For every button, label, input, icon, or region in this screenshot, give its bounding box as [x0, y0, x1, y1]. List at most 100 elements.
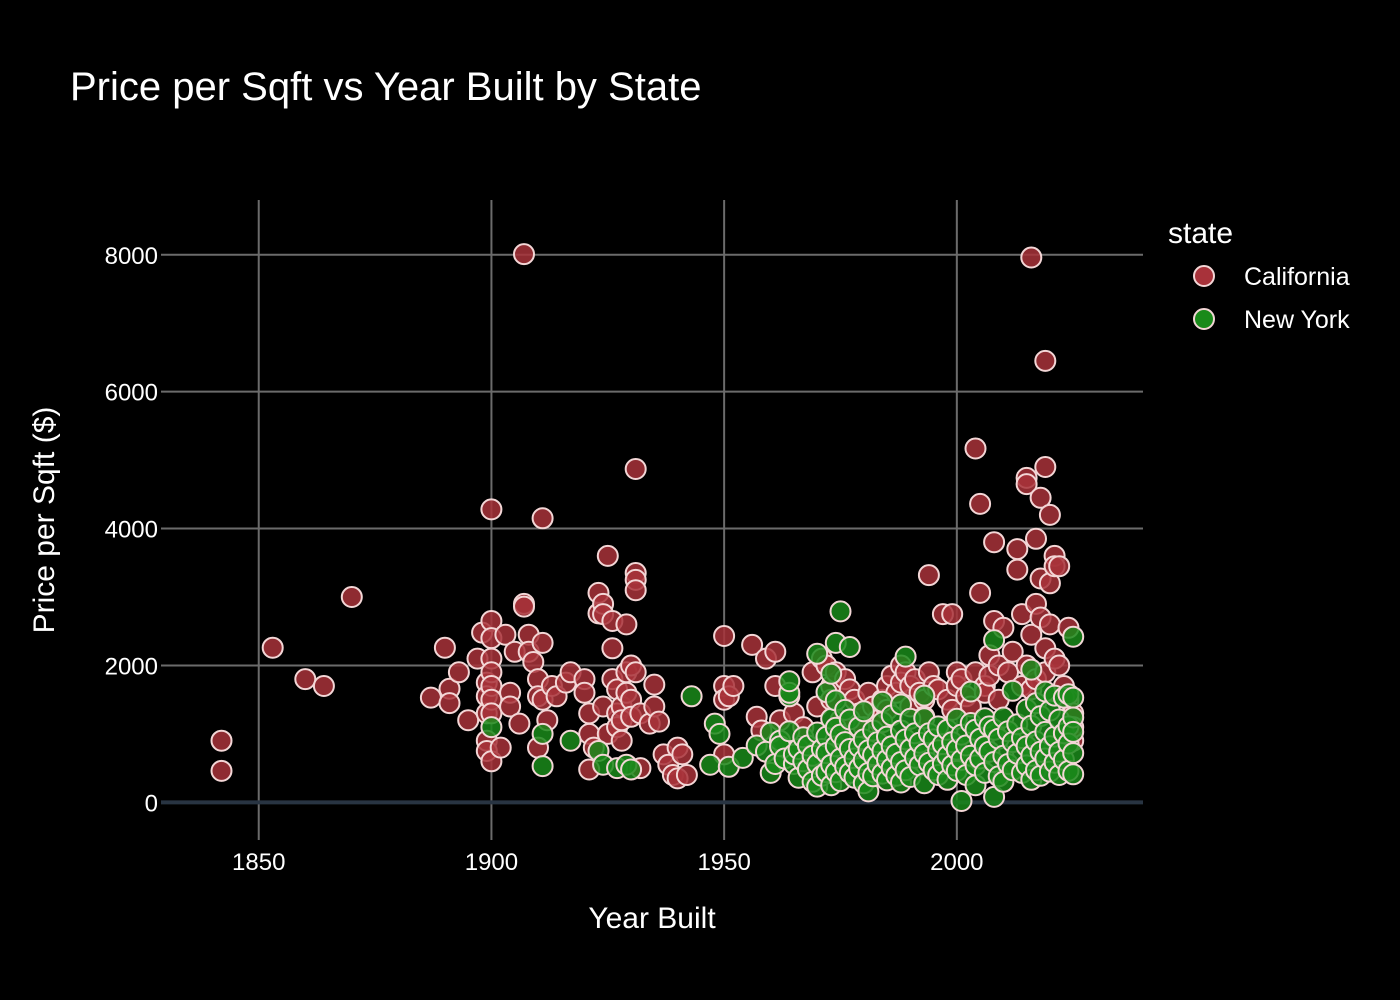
point-new-york[interactable]: [1062, 625, 1085, 648]
point-new-york[interactable]: [950, 790, 973, 812]
point-california[interactable]: [447, 661, 470, 684]
x-tick-label: 1950: [697, 849, 750, 876]
point-california[interactable]: [610, 729, 633, 752]
point-california[interactable]: [508, 712, 531, 735]
x-axis-title: Year Built: [588, 902, 716, 935]
point-california[interactable]: [433, 636, 456, 659]
point-california[interactable]: [573, 681, 596, 704]
point-new-york[interactable]: [1001, 679, 1024, 702]
legend-marker-california[interactable]: [1193, 265, 1215, 287]
point-california[interactable]: [764, 640, 787, 663]
point-california[interactable]: [312, 675, 335, 697]
point-california[interactable]: [480, 498, 503, 521]
point-california[interactable]: [601, 637, 624, 660]
point-california[interactable]: [1034, 349, 1057, 372]
point-new-york[interactable]: [838, 636, 861, 658]
y-axis-title: Price per Sqft ($): [28, 407, 61, 634]
point-california[interactable]: [438, 692, 461, 715]
point-california[interactable]: [1001, 640, 1024, 663]
point-california[interactable]: [722, 675, 745, 697]
tick-labels: 1850 1900 1950 2000 0 2000 4000 6000 8000: [105, 243, 984, 876]
point-california[interactable]: [1006, 558, 1029, 581]
legend-marker-new-york[interactable]: [1193, 308, 1215, 330]
point-california[interactable]: [648, 710, 670, 733]
point-california[interactable]: [741, 633, 764, 656]
y-tick-label: 0: [145, 790, 158, 817]
point-new-york[interactable]: [531, 755, 554, 778]
point-california[interactable]: [513, 243, 535, 266]
point-california[interactable]: [671, 743, 694, 766]
point-california[interactable]: [969, 581, 992, 604]
point-new-york[interactable]: [680, 685, 703, 708]
x-tick-label: 1900: [465, 849, 518, 876]
point-california[interactable]: [941, 603, 964, 626]
point-california[interactable]: [615, 613, 638, 636]
point-california[interactable]: [210, 759, 233, 782]
y-tick-label: 6000: [105, 380, 158, 407]
point-new-york[interactable]: [480, 716, 503, 739]
point-california[interactable]: [1025, 527, 1047, 550]
point-new-york[interactable]: [829, 600, 852, 623]
point-california[interactable]: [1006, 538, 1029, 561]
legend-label-california[interactable]: California: [1244, 263, 1350, 291]
point-new-york[interactable]: [894, 645, 917, 668]
point-california[interactable]: [596, 544, 619, 567]
point-new-york[interactable]: [913, 684, 936, 707]
point-california[interactable]: [1020, 623, 1043, 646]
point-california[interactable]: [419, 686, 442, 709]
x-tick-label: 2000: [930, 849, 983, 876]
point-california[interactable]: [675, 764, 698, 786]
point-new-york[interactable]: [699, 753, 722, 776]
point-new-york[interactable]: [708, 722, 731, 745]
point-california[interactable]: [531, 631, 554, 654]
point-california[interactable]: [294, 668, 317, 691]
point-california[interactable]: [261, 636, 284, 659]
legend: state California New York: [1168, 217, 1350, 334]
point-new-york[interactable]: [1062, 763, 1085, 786]
point-california[interactable]: [983, 531, 1006, 554]
point-california[interactable]: [457, 709, 480, 732]
point-new-york[interactable]: [983, 629, 1006, 652]
point-new-york[interactable]: [531, 722, 554, 745]
point-california[interactable]: [499, 695, 522, 718]
point-new-york[interactable]: [731, 746, 754, 769]
point-california[interactable]: [1034, 456, 1057, 478]
point-new-york[interactable]: [806, 642, 829, 665]
point-california[interactable]: [489, 736, 512, 759]
point-new-york[interactable]: [559, 729, 582, 752]
y-tick-label: 8000: [105, 243, 158, 270]
point-new-york[interactable]: [1062, 742, 1085, 765]
point-california[interactable]: [643, 673, 666, 696]
point-california[interactable]: [624, 661, 647, 684]
point-california[interactable]: [210, 729, 233, 752]
point-california[interactable]: [1015, 473, 1038, 496]
point-california[interactable]: [713, 625, 736, 647]
point-california[interactable]: [494, 623, 517, 646]
point-new-york[interactable]: [1062, 720, 1085, 743]
point-california[interactable]: [1020, 246, 1043, 269]
series-new-york: [480, 600, 1085, 812]
point-new-york[interactable]: [820, 662, 843, 685]
point-california[interactable]: [513, 595, 535, 618]
point-new-york[interactable]: [1020, 658, 1043, 681]
point-new-york[interactable]: [852, 700, 875, 723]
point-california[interactable]: [917, 564, 940, 587]
point-california[interactable]: [969, 492, 992, 515]
point-california[interactable]: [1038, 613, 1061, 636]
point-new-york[interactable]: [778, 670, 801, 693]
point-california[interactable]: [1048, 654, 1071, 677]
point-california[interactable]: [340, 586, 363, 608]
legend-label-new-york[interactable]: New York: [1244, 306, 1350, 334]
point-new-york[interactable]: [959, 680, 982, 703]
point-california[interactable]: [1029, 486, 1052, 509]
point-california[interactable]: [624, 458, 647, 480]
point-california[interactable]: [1048, 555, 1071, 578]
point-new-york[interactable]: [1062, 686, 1085, 709]
legend-title: state: [1168, 217, 1233, 250]
point-new-york[interactable]: [620, 758, 643, 781]
chart-title: Price per Sqft vs Year Built by State: [70, 65, 701, 109]
point-california[interactable]: [531, 507, 554, 530]
point-california[interactable]: [1038, 503, 1061, 526]
point-california[interactable]: [964, 437, 987, 460]
point-california[interactable]: [624, 579, 647, 602]
